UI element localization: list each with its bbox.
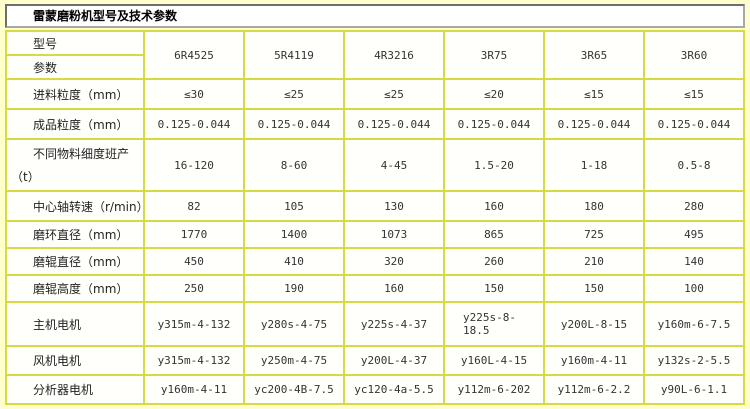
row-label: 成品粒度（mm）: [5, 108, 145, 140]
table-cell: 4-45: [343, 138, 445, 192]
table-cell: y250m-4-75: [243, 345, 345, 376]
table-cell: yc120-4a-5.5: [343, 374, 445, 405]
table-cell: 1400: [243, 220, 345, 249]
column-header: 4R3216: [343, 30, 445, 80]
table-cell: ≤25: [243, 78, 345, 110]
row-label: 风机电机: [5, 345, 145, 376]
table-cell: y160m-6-7.5: [643, 301, 745, 347]
table-row: 成品粒度（mm） 0.125-0.044 0.125-0.044 0.125-0…: [5, 108, 745, 140]
corner-label-model: 型号: [5, 30, 145, 56]
table-row: 磨辊直径（mm） 450 410 320 260 210 140: [5, 247, 745, 276]
table-row: 中心轴转速（r/min） 82 105 130 160 180 280: [5, 190, 745, 222]
table-cell: ≤25: [343, 78, 445, 110]
table-cell: 0.125-0.044: [443, 108, 545, 140]
table-cell: y160m-4-11: [143, 374, 245, 405]
table-cell: 250: [143, 274, 245, 303]
row-label: 磨环直径（mm）: [5, 220, 145, 249]
header-row-top: 型号 6R4525 5R4119 4R3216 3R75 3R65 3R60: [5, 30, 745, 80]
table-cell: y200L-4-37: [343, 345, 445, 376]
table-cell: 150: [443, 274, 545, 303]
row-label: 磨辊高度（mm）: [5, 274, 145, 303]
table-cell: 150: [543, 274, 645, 303]
column-header: 3R65: [543, 30, 645, 80]
table-cell: 1-18: [543, 138, 645, 192]
column-header: 3R60: [643, 30, 745, 80]
table-cell: 1770: [143, 220, 245, 249]
table-cell: 105: [243, 190, 345, 222]
table-row: 进料粒度（mm） ≤30 ≤25 ≤25 ≤20 ≤15 ≤15: [5, 78, 745, 110]
table-cell: 0.5-8: [643, 138, 745, 192]
row-label: 磨辊直径（mm）: [5, 247, 145, 276]
table-row: 主机电机 y315m-4-132 y280s-4-75 y225s-4-37 y…: [5, 301, 745, 347]
table-cell: 865: [443, 220, 545, 249]
table-row: 风机电机 y315m-4-132 y250m-4-75 y200L-4-37 y…: [5, 345, 745, 376]
table-cell: 190: [243, 274, 345, 303]
table-cell: y90L-6-1.1: [643, 374, 745, 405]
table-row: 磨环直径（mm） 1770 1400 1073 865 725 495: [5, 220, 745, 249]
table-cell: 320: [343, 247, 445, 276]
table-cell: 280: [643, 190, 745, 222]
table-cell: 0.125-0.044: [643, 108, 745, 140]
table-cell: y132s-2-5.5: [643, 345, 745, 376]
table-cell: 725: [543, 220, 645, 249]
row-label: 中心轴转速（r/min）: [5, 190, 145, 222]
corner-label-parameter: 参数: [5, 54, 145, 80]
header-row-bottom: 参数: [5, 54, 744, 80]
row-label: 主机电机: [5, 301, 145, 347]
table-cell: ≤15: [643, 78, 745, 110]
table-cell: 16-120: [143, 138, 245, 192]
column-header: 6R4525: [143, 30, 245, 80]
table-cell: y112m-6-2.2: [543, 374, 645, 405]
table-cell: 1073: [343, 220, 445, 249]
table-cell: y225s-4-37: [343, 301, 445, 347]
table-cell: 100: [643, 274, 745, 303]
table-cell: 82: [143, 190, 245, 222]
table-cell: y160m-4-11: [543, 345, 645, 376]
table-row: 磨辊高度（mm） 250 190 160 150 150 100: [5, 274, 745, 303]
table-cell: y225s-8-18.5: [443, 301, 545, 347]
table-cell: 140: [643, 247, 745, 276]
table-cell: 180: [543, 190, 645, 222]
table-cell: 0.125-0.044: [243, 108, 345, 140]
row-label: 分析器电机: [5, 374, 145, 405]
table-cell: 210: [543, 247, 645, 276]
table-cell: 410: [243, 247, 345, 276]
table-cell: yc200-4B-7.5: [243, 374, 345, 405]
table-cell: 1.5-20: [443, 138, 545, 192]
table-cell: 130: [343, 190, 445, 222]
column-header: 5R4119: [243, 30, 345, 80]
table-row: 分析器电机 y160m-4-11 yc200-4B-7.5 yc120-4a-5…: [5, 374, 745, 405]
row-label: 进料粒度（mm）: [5, 78, 145, 110]
table-cell: 0.125-0.044: [343, 108, 445, 140]
table-cell: 8-60: [243, 138, 345, 192]
table-row: 不同物料细度班产 （t） 16-120 8-60 4-45 1.5-20 1-1…: [5, 138, 745, 192]
table-cell: y200L-8-15: [543, 301, 645, 347]
table-cell: y160L-4-15: [443, 345, 545, 376]
row-label-line1: 不同物料细度班产: [33, 147, 130, 161]
table-cell: 160: [343, 274, 445, 303]
table-cell: 495: [643, 220, 745, 249]
table-cell: 450: [143, 247, 245, 276]
table-cell: 0.125-0.044: [543, 108, 645, 140]
table-cell: 0.125-0.044: [143, 108, 245, 140]
table-cell: y112m-6-202: [443, 374, 545, 405]
table-cell: ≤20: [443, 78, 545, 110]
table-cell: 160: [443, 190, 545, 222]
column-header: 3R75: [443, 30, 545, 80]
row-label: 不同物料细度班产 （t）: [5, 138, 145, 192]
table-cell: 260: [443, 247, 545, 276]
table-cell: y280s-4-75: [243, 301, 345, 347]
row-label-line2: （t）: [11, 170, 40, 184]
table-cell: ≤30: [143, 78, 245, 110]
table-cell: y315m-4-132: [143, 301, 245, 347]
table-cell: ≤15: [543, 78, 645, 110]
spec-table: 型号 6R4525 5R4119 4R3216 3R75 3R65 3R60 参…: [5, 30, 745, 405]
table-title: 雷蒙磨粉机型号及技术参数: [5, 4, 745, 28]
table-cell: y315m-4-132: [143, 345, 245, 376]
table-cell-wrapped-value: y225s-8-18.5: [463, 311, 516, 337]
